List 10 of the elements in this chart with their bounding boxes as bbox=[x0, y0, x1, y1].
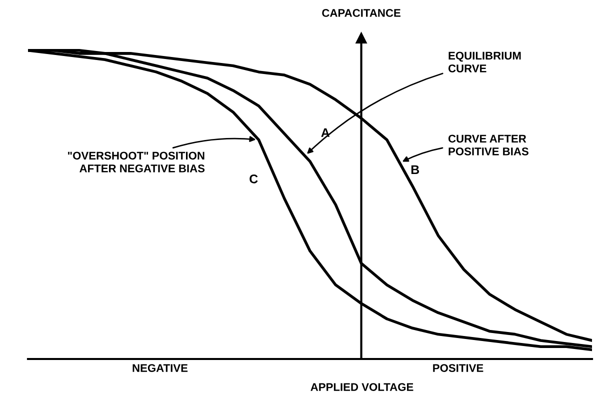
annotation: CURVE AFTER POSITIVE BIAS bbox=[448, 134, 528, 156]
legend-label: B bbox=[411, 165, 420, 174]
annotation: "OVERSHOOT" POSITION AFTER NEGATIVE BIAS bbox=[68, 152, 205, 172]
text: POSITIVE bbox=[433, 364, 484, 372]
annotation: EQUILIBRIUM CURVE bbox=[448, 52, 521, 72]
x-axis-title: APPLIED VOLTAGE bbox=[310, 383, 414, 391]
y-axis-title: CAPACITANCE bbox=[322, 9, 400, 17]
text: NEGATIVE bbox=[132, 364, 188, 372]
series-label: A bbox=[321, 128, 330, 137]
series-label: C bbox=[250, 174, 258, 184]
